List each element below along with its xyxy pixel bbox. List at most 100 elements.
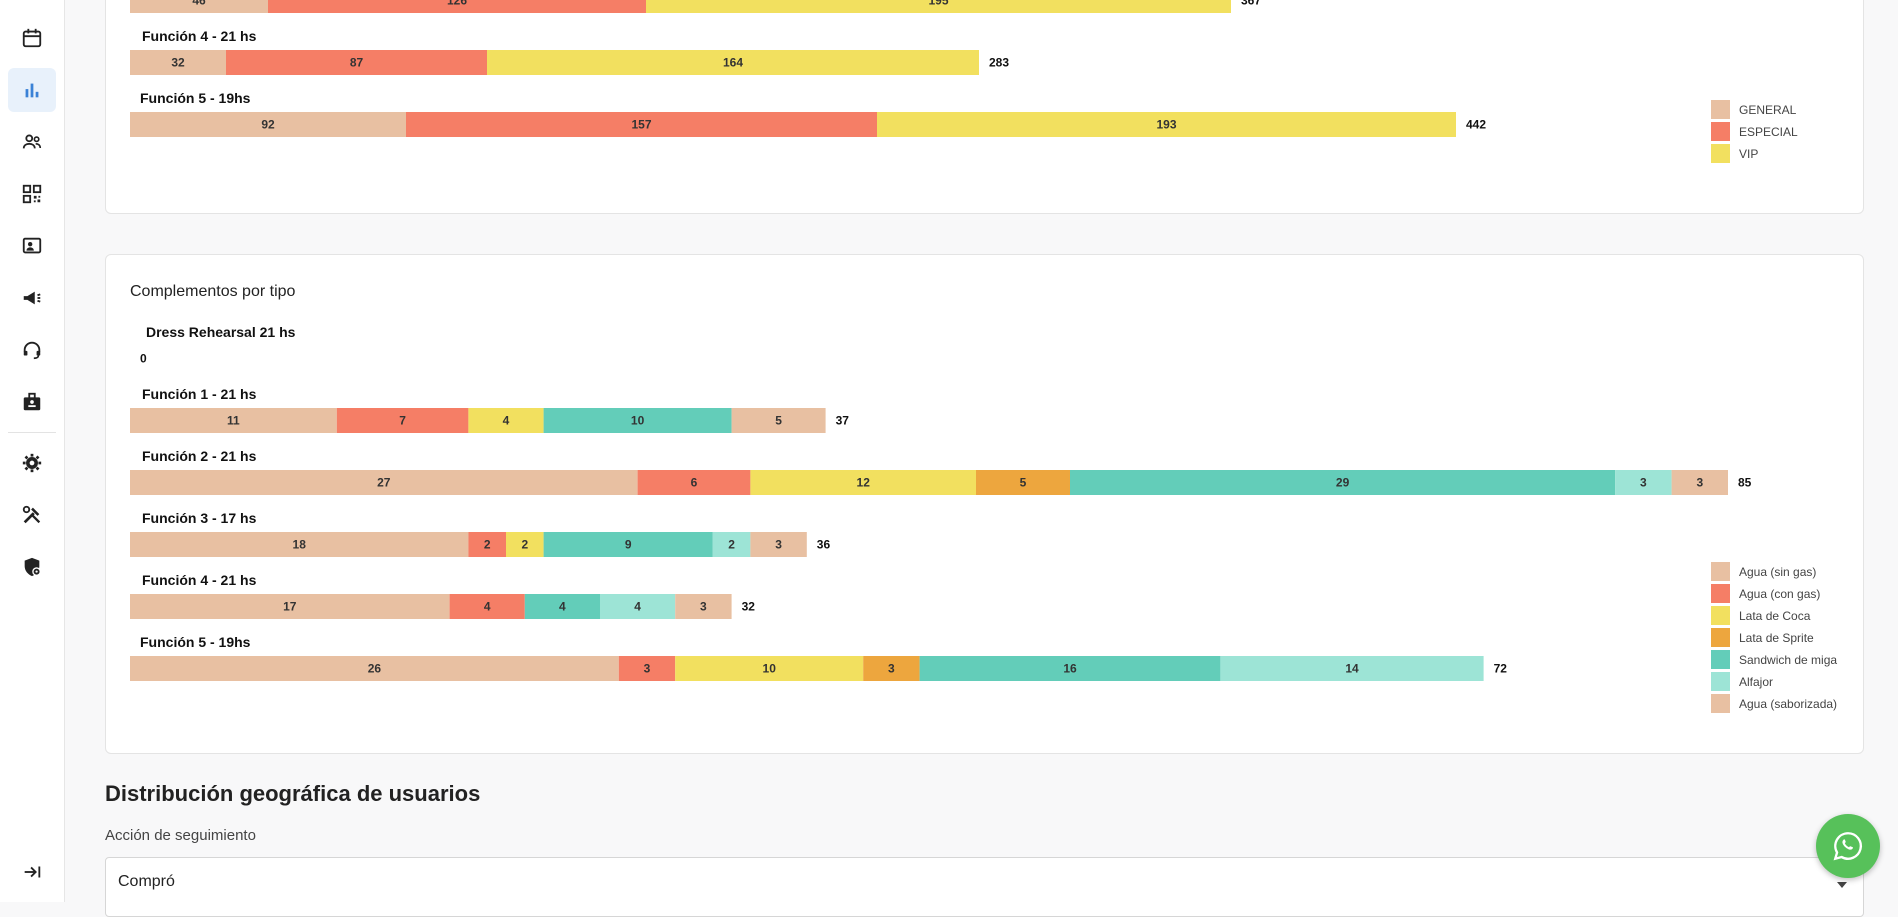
bar-total-label: 85 bbox=[1738, 476, 1752, 490]
bar-segment bbox=[524, 594, 600, 619]
legend-label: Agua (con gas) bbox=[1739, 587, 1820, 601]
segment-value-label: 27 bbox=[377, 476, 391, 490]
segment-value-label: 193 bbox=[1156, 118, 1176, 132]
segment-value-label: 7 bbox=[399, 414, 406, 428]
bar-chart-icon bbox=[25, 83, 39, 98]
row-label: Función 4 - 21 hs bbox=[142, 28, 257, 44]
bar-segment bbox=[226, 50, 487, 75]
segment-value-label: 3 bbox=[775, 538, 782, 552]
segment-value-label: 12 bbox=[857, 476, 871, 490]
legend-label: VIP bbox=[1739, 147, 1758, 161]
segment-value-label: 10 bbox=[763, 662, 777, 676]
legend-label: Agua (saborizada) bbox=[1739, 697, 1837, 711]
bar-segment bbox=[1671, 470, 1728, 495]
sidebar-item-settings[interactable] bbox=[8, 441, 56, 485]
segment-value-label: 4 bbox=[484, 600, 491, 614]
legend-label: ESPECIAL bbox=[1739, 125, 1798, 139]
segment-value-label: 3 bbox=[644, 662, 651, 676]
bar-total-label: 442 bbox=[1466, 118, 1486, 132]
legend-label: Sandwich de miga bbox=[1739, 653, 1837, 667]
follow-up-action-select[interactable]: Compró bbox=[105, 857, 1864, 917]
legend-swatch bbox=[1711, 672, 1730, 691]
bar-total-label: 0 bbox=[140, 352, 147, 366]
megaphone-icon bbox=[23, 291, 41, 305]
segment-value-label: 26 bbox=[368, 662, 382, 676]
row-label: Función 4 - 21 hs bbox=[142, 572, 257, 588]
sidebar-item-users[interactable] bbox=[8, 120, 56, 164]
bar-segment bbox=[1615, 470, 1672, 495]
bar-segment bbox=[750, 532, 807, 557]
sidebar-item-contacts[interactable] bbox=[8, 224, 56, 268]
bar-segment bbox=[675, 594, 732, 619]
section-heading-geo: Distribución geográfica de usuarios bbox=[105, 781, 481, 806]
sidebar-item-qr[interactable] bbox=[8, 172, 56, 216]
bar-segment bbox=[506, 532, 544, 557]
sidebar-item-campaigns[interactable] bbox=[8, 276, 56, 320]
row-label: Función 3 - 17 hs bbox=[142, 510, 257, 526]
row-label: Función 5 - 19hs bbox=[140, 90, 251, 106]
bar-segment bbox=[268, 0, 646, 13]
segment-value-label: 17 bbox=[283, 600, 297, 614]
bar-total-label: 32 bbox=[742, 600, 756, 614]
tickets-by-type-chart: 46 126 195 367 Función 4 - 21 hs 32 87 164 283 Fu… bbox=[130, 0, 1798, 163]
sidebar-item-statistics[interactable] bbox=[8, 68, 56, 112]
sidebar bbox=[0, 0, 65, 902]
bar-segment bbox=[1220, 656, 1484, 681]
segment-value-label: 4 bbox=[503, 414, 510, 428]
bar-segment bbox=[130, 532, 469, 557]
tools-icon bbox=[22, 505, 41, 524]
segment-value-label: 2 bbox=[728, 538, 735, 552]
segment-value-label: 3 bbox=[1696, 476, 1703, 490]
segment-value-label: 195 bbox=[928, 0, 948, 8]
segment-value-label: 5 bbox=[775, 414, 782, 428]
sidebar-item-calendar[interactable] bbox=[8, 16, 56, 60]
bar-segment bbox=[406, 112, 877, 137]
legend-swatch bbox=[1711, 606, 1730, 625]
legend-swatch bbox=[1711, 562, 1730, 581]
chevron-down-icon bbox=[1837, 882, 1847, 888]
row-label: Función 2 - 21 hs bbox=[142, 448, 257, 464]
legend-label: Lata de Coca bbox=[1739, 609, 1811, 623]
bar-total-label: 72 bbox=[1494, 662, 1508, 676]
tickets-by-type-card: 46 126 195 367 Función 4 - 21 hs 32 87 164 283 Fu… bbox=[105, 0, 1864, 214]
bar-segment bbox=[877, 112, 1456, 137]
whatsapp-icon bbox=[1833, 832, 1863, 861]
contact-card-icon bbox=[22, 237, 42, 254]
segment-value-label: 5 bbox=[1020, 476, 1027, 490]
row-label: Función 5 - 19hs bbox=[140, 634, 251, 650]
bar-segment bbox=[487, 50, 979, 75]
legend-label: Lata de Sprite bbox=[1739, 631, 1814, 645]
bar-segment bbox=[130, 656, 619, 681]
segment-value-label: 3 bbox=[700, 600, 707, 614]
bar-segment bbox=[449, 594, 525, 619]
bar-segment bbox=[130, 470, 638, 495]
bar-segment bbox=[750, 470, 976, 495]
complements-by-type-chart: Dress Rehearsal 21 hs 0 Función 1 - 21 hs 1… bbox=[130, 324, 1837, 713]
sidebar-item-support[interactable] bbox=[8, 328, 56, 372]
segment-value-label: 126 bbox=[447, 0, 467, 8]
bar-segment bbox=[712, 532, 751, 557]
segment-value-label: 157 bbox=[631, 118, 651, 132]
segment-value-label: 10 bbox=[631, 414, 645, 428]
bar-segment bbox=[637, 470, 751, 495]
bar-segment bbox=[336, 408, 469, 433]
card-title: Complementos por tipo bbox=[130, 283, 296, 300]
bar-segment bbox=[1070, 470, 1616, 495]
segment-value-label: 3 bbox=[888, 662, 895, 676]
legend-swatch bbox=[1711, 584, 1730, 603]
whatsapp-chat-button[interactable] bbox=[1816, 814, 1880, 878]
bar-segment bbox=[468, 408, 544, 433]
segment-value-label: 6 bbox=[691, 476, 698, 490]
sidebar-collapse-button[interactable] bbox=[8, 850, 56, 894]
segment-value-label: 2 bbox=[521, 538, 528, 552]
bar-segment bbox=[646, 0, 1231, 13]
sidebar-item-tools[interactable] bbox=[8, 493, 56, 537]
bar-segment bbox=[543, 532, 713, 557]
collapse-icon bbox=[24, 866, 41, 878]
bar-segment bbox=[618, 656, 676, 681]
bar-total-label: 283 bbox=[989, 56, 1009, 70]
sidebar-item-security[interactable] bbox=[8, 545, 56, 589]
bar-segment bbox=[863, 656, 920, 681]
bar-segment bbox=[130, 50, 226, 75]
sidebar-item-staff[interactable] bbox=[8, 380, 56, 424]
